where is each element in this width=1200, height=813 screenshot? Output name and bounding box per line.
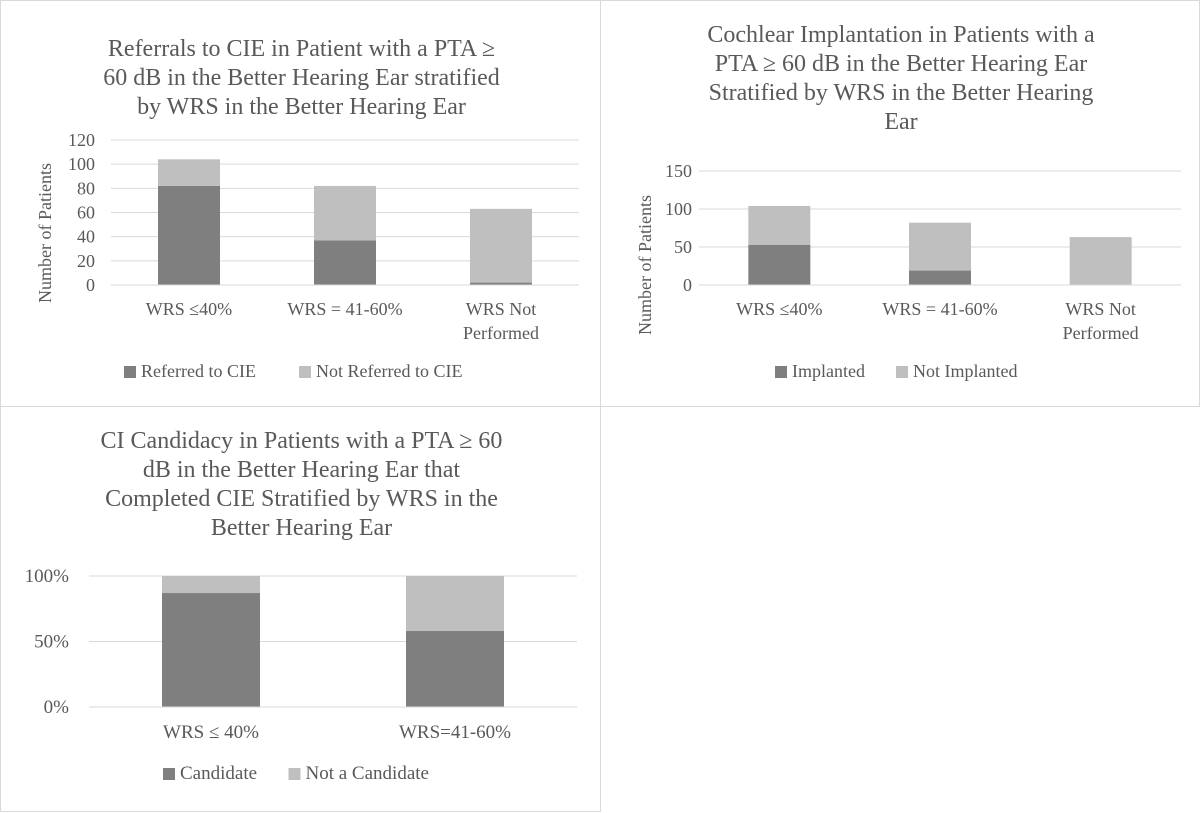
chart-title: Referrals to CIE in Patient with a PTA ≥… [1, 35, 602, 122]
legend-label: Not Implanted [913, 361, 1017, 381]
chart-panel-candidacy: CI Candidacy in Patients with a PTA ≥ 60… [0, 406, 601, 812]
bar-segment-secondary [1069, 237, 1132, 285]
chart-title-line: dB in the Better Hearing Ear that [142, 457, 461, 483]
x-category-label: WRS Not [1065, 299, 1136, 319]
bar-segment-primary [909, 270, 971, 285]
chart-title-line: Stratified by WRS in the Better Hearing [708, 80, 1094, 106]
x-category-label: WRS ≤40% [736, 299, 822, 319]
bar-segment-primary [748, 244, 811, 285]
x-category-label: WRS ≤ 40% [163, 722, 259, 743]
bar-segment-secondary [314, 185, 376, 241]
legend-label: Candidate [180, 763, 257, 784]
legend-swatch [896, 366, 908, 378]
x-category-label: Performed [1063, 323, 1139, 343]
y-tick-label: 20 [77, 251, 95, 271]
bar-segment-secondary [470, 208, 532, 283]
legend-swatch [288, 768, 301, 780]
y-tick-label: 100% [25, 566, 70, 587]
y-tick-label: 40 [77, 227, 95, 247]
legend-swatch [124, 366, 136, 378]
chart-title-line: by WRS in the Better Hearing Ear [137, 94, 466, 120]
referrals-chart-svg: 0 20 40 60 80 100 120 WRS ≤40% WRS = 41-60% WRS N… [35, 130, 579, 381]
chart-title: Cochlear Implantation in Patients with a… [601, 21, 1200, 137]
chart-title-line: Referrals to CIE in Patient with a PTA ≥ [107, 36, 496, 62]
y-tick-label: 0 [683, 275, 692, 295]
chart-title: CI Candidacy in Patients with a PTA ≥ 60… [1, 427, 602, 543]
legend-swatch [775, 366, 787, 378]
chart-title-line: CI Candidacy in Patients with a PTA ≥ 60 [100, 428, 503, 454]
chart-title-line: Cochlear Implantation in Patients with a [707, 22, 1095, 48]
chart-title-line: 60 dB in the Better Hearing Ear stratifi… [103, 65, 500, 91]
chart-panel-implantation: Cochlear Implantation in Patients with a… [600, 0, 1200, 407]
implantation-chart-svg: 0 50 100 150 WRS ≤40% WRS = 41-60% WRS Not Perf… [635, 161, 1181, 381]
legend-label: Not Referred to CIE [316, 361, 462, 381]
bar-segment-primary [314, 240, 376, 285]
x-category-label: WRS = 41-60% [287, 299, 402, 319]
legend-label: Implanted [792, 361, 865, 381]
x-category-label: WRS ≤40% [146, 299, 232, 319]
chart-title-line: Better Hearing Ear [210, 515, 393, 541]
chart-panel-referrals: Referrals to CIE in Patient with a PTA ≥… [0, 0, 601, 407]
bar-segment-primary [406, 631, 504, 707]
y-tick-label: 50% [34, 632, 69, 653]
candidacy-chart-svg: 0% 50% 100% WRS ≤ 40% WRS=41-60% Candidate Not… [25, 566, 577, 784]
y-tick-label: 0% [44, 697, 70, 718]
y-tick-label: 0 [86, 275, 95, 295]
bar-segment-secondary [158, 159, 220, 186]
legend-swatch [299, 366, 311, 378]
x-category-label: WRS Not [466, 299, 537, 319]
y-tick-label: 50 [674, 237, 692, 257]
y-tick-label: 100 [665, 199, 692, 219]
y-tick-label: 60 [77, 203, 95, 223]
bar-segment-primary [162, 593, 260, 707]
bar-segment-secondary [748, 205, 811, 245]
y-tick-label: 100 [68, 154, 95, 174]
y-tick-label: 80 [77, 178, 95, 198]
x-category-label: WRS = 41-60% [882, 299, 997, 319]
bar-segment-secondary [162, 576, 260, 594]
legend-label: Not a Candidate [306, 763, 429, 784]
y-tick-label: 120 [68, 130, 95, 150]
bar-segment-secondary [909, 222, 971, 271]
chart-title-line: Completed CIE Stratified by WRS in the [105, 486, 498, 512]
legend-swatch [163, 768, 175, 780]
bar-segment-primary [158, 185, 220, 285]
y-tick-label: 150 [665, 161, 692, 181]
x-category-label: WRS=41-60% [399, 722, 511, 743]
chart-title-line: Ear [884, 109, 918, 135]
y-axis-label: Number of Patients [635, 195, 655, 335]
x-category-label: Performed [463, 323, 539, 343]
y-axis-label: Number of Patients [35, 163, 55, 303]
bar-segment-primary [470, 282, 532, 285]
chart-title-line: PTA ≥ 60 dB in the Better Hearing Ear [714, 51, 1088, 77]
bar-segment-secondary [406, 576, 504, 632]
legend-label: Referred to CIE [141, 361, 256, 381]
